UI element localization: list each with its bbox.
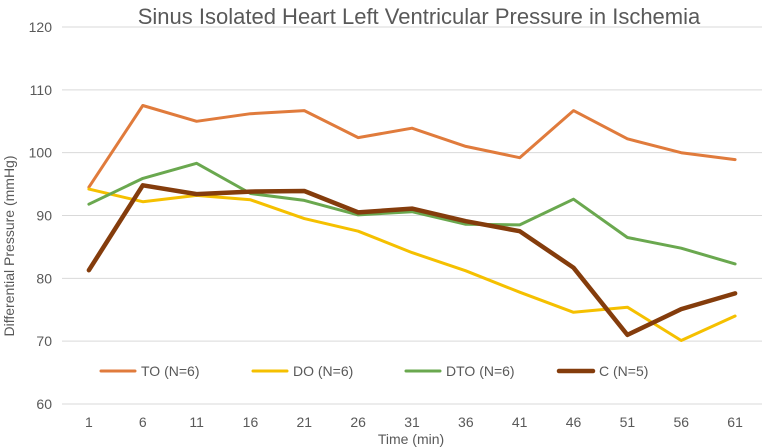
legend-item-2: DO (N=6) [251, 363, 353, 379]
y-axis-label: Differential Pressure (mmHg) [1, 155, 17, 336]
series-lines [86, 104, 738, 342]
x-tick-label: 21 [297, 414, 313, 430]
legend-item-1: TO (N=6) [99, 363, 199, 379]
y-axis-ticks: 60 70 80 90 100 110 120 [29, 19, 53, 412]
x-axis-ticks: 1 6 11 16 21 26 31 36 41 46 51 56 61 [85, 414, 743, 430]
legend-label: DTO (N=6) [446, 363, 515, 379]
x-axis-label: Time (min) [378, 431, 444, 447]
legend: TO (N=6) DO (N=6) DTO (N=6) C (N=5) [99, 363, 648, 379]
x-tick-label: 11 [189, 414, 204, 430]
x-tick-label: 46 [566, 414, 582, 430]
x-tick-label: 51 [620, 414, 636, 430]
x-tick-label: 1 [85, 414, 93, 430]
series-line-3 [87, 161, 737, 266]
y-tick-label: 90 [36, 208, 52, 224]
x-tick-label: 31 [404, 414, 420, 430]
y-tick-label: 60 [36, 396, 52, 412]
x-tick-label: 26 [350, 414, 366, 430]
legend-item-4: C (N=5) [556, 363, 648, 379]
y-tick-label: 100 [29, 145, 53, 161]
x-tick-label: 36 [458, 414, 474, 430]
gridlines [62, 26, 762, 405]
legend-label: C (N=5) [599, 363, 648, 379]
y-tick-label: 70 [36, 333, 52, 349]
y-tick-label: 110 [30, 82, 53, 98]
x-tick-label: 61 [727, 414, 743, 430]
series-line-1 [87, 104, 737, 189]
y-tick-label: 80 [36, 270, 52, 286]
chart-title: Sinus Isolated Heart Left Ventricular Pr… [138, 4, 701, 29]
legend-label: TO (N=6) [141, 363, 199, 379]
y-tick-label: 120 [29, 19, 53, 35]
x-tick-label: 41 [512, 414, 528, 430]
x-tick-label: 56 [673, 414, 689, 430]
legend-label: DO (N=6) [293, 363, 353, 379]
series-line-4 [86, 183, 738, 338]
legend-item-3: DTO (N=6) [404, 363, 515, 379]
x-tick-label: 6 [139, 414, 147, 430]
x-tick-label: 16 [243, 414, 259, 430]
